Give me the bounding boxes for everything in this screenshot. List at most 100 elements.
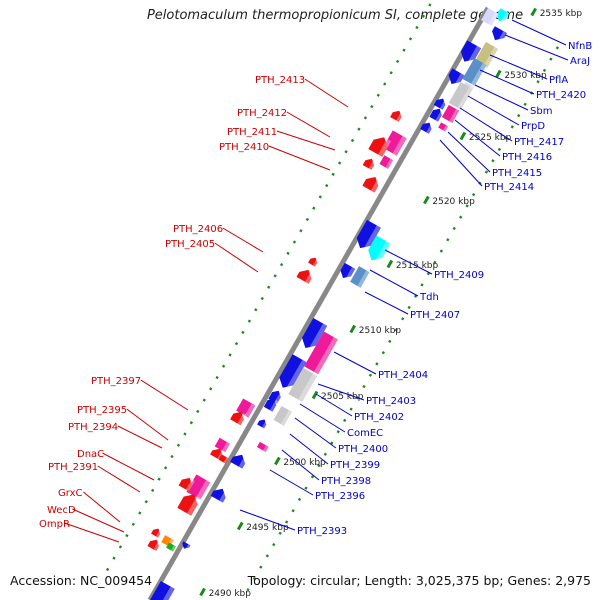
left-dot-track xyxy=(388,339,392,344)
kbp-tick-mark xyxy=(423,195,430,205)
gene-forward-21-shape xyxy=(288,367,318,402)
right-dot-track xyxy=(221,364,226,368)
left-dot-track xyxy=(523,102,527,106)
right-gene-label: PTH_2393 xyxy=(297,526,347,537)
left-gene-label: PTH_2411 xyxy=(227,127,277,138)
gene-reverse-17-highlight xyxy=(170,545,176,552)
gene-reverse-10-shape xyxy=(214,437,231,453)
gene-reverse-14-highlight xyxy=(185,479,195,492)
left-dot-track xyxy=(362,384,366,389)
right-leader-line xyxy=(239,509,296,531)
gene-forward-0 xyxy=(496,8,510,24)
left-gene-label: OmpR xyxy=(39,519,70,530)
right-dot-track xyxy=(395,59,400,64)
gene-forward-5-highlight xyxy=(471,62,487,86)
gene-reverse-4-shape xyxy=(362,158,375,170)
right-leader-line xyxy=(269,469,314,496)
left-dot-track xyxy=(368,373,373,377)
gene-forward-4-shape xyxy=(460,40,482,62)
right-leader-line xyxy=(479,69,535,95)
genome-backbone xyxy=(147,6,491,600)
gene-reverse-18 xyxy=(151,528,162,538)
right-gene-label: NfnB xyxy=(568,41,592,52)
gene-reverse-9-shape xyxy=(230,411,244,426)
gene-forward-24-shape xyxy=(273,405,292,426)
gene-reverse-19 xyxy=(147,539,162,551)
right-gene-label: PTH_2409 xyxy=(434,270,484,281)
gene-reverse-0-highlight xyxy=(396,111,404,122)
gene-reverse-6-highlight xyxy=(312,258,320,267)
left-dot-track xyxy=(252,576,257,581)
right-leader-line xyxy=(384,249,433,275)
gene-reverse-6 xyxy=(308,257,320,267)
kbp-tick-label: 2500 kbp xyxy=(283,458,326,468)
gene-forward-4-highlight xyxy=(467,45,482,66)
gene-reverse-13-shape xyxy=(186,474,211,500)
gene-forward-15 xyxy=(368,235,391,265)
right-dot-track xyxy=(267,285,271,289)
gene-forward-14-shape xyxy=(356,219,381,249)
gene-forward-16 xyxy=(340,262,356,282)
gene-forward-17 xyxy=(350,266,370,288)
right-dot-track xyxy=(183,432,187,436)
right-dot-track xyxy=(260,296,264,301)
gene-reverse-4-highlight xyxy=(368,159,377,170)
left-dot-track xyxy=(265,554,269,558)
left-dot-track xyxy=(336,430,340,434)
right-dot-track xyxy=(196,409,200,414)
gene-forward-1 xyxy=(481,7,499,27)
right-dot-track xyxy=(408,37,413,41)
left-dot-track xyxy=(484,170,489,174)
left-gene-label: GrxC xyxy=(58,488,83,499)
right-dot-track xyxy=(318,195,322,199)
right-leader-line xyxy=(459,107,513,142)
right-leader-line xyxy=(489,54,548,80)
gene-forward-25-highlight xyxy=(262,420,269,429)
gene-reverse-1 xyxy=(382,130,407,156)
left-dot-track xyxy=(259,565,263,569)
gene-reverse-9 xyxy=(230,411,247,426)
left-dot-track xyxy=(278,531,282,535)
right-gene-label: PTH_2420 xyxy=(536,90,586,101)
left-leader-line xyxy=(72,508,125,533)
gene-forward-17-shape xyxy=(350,266,370,288)
right-gene-label: PTH_2404 xyxy=(378,370,428,381)
left-dot-track xyxy=(291,509,295,513)
left-dot-track xyxy=(491,159,495,163)
gene-reverse-5 xyxy=(362,176,382,193)
left-leader-line xyxy=(102,452,155,481)
right-dot-track xyxy=(292,240,297,244)
gene-forward-12-highlight xyxy=(443,125,449,132)
left-dot-track xyxy=(555,46,560,50)
kbp-tick-mark xyxy=(274,456,281,466)
gene-forward-12 xyxy=(438,122,449,132)
gene-forward-3-highlight xyxy=(483,46,499,68)
kbp-tick-label: 2530 kbp xyxy=(504,71,547,81)
left-gene-label: WecD xyxy=(47,505,76,516)
gene-reverse-12-shape xyxy=(218,454,229,464)
gene-reverse-1-highlight xyxy=(392,135,407,156)
gene-forward-13-shape xyxy=(420,122,432,134)
left-leader-line xyxy=(214,242,259,273)
right-dot-track xyxy=(286,251,290,255)
right-dot-track xyxy=(337,161,342,165)
right-leader-line xyxy=(467,95,520,126)
gene-reverse-12-highlight xyxy=(223,457,229,464)
gene-forward-10-shape xyxy=(441,104,460,123)
gene-reverse-3-shape xyxy=(379,155,394,169)
right-dot-track xyxy=(228,353,232,357)
right-leader-line xyxy=(294,417,337,449)
gene-forward-23-highlight xyxy=(269,399,279,412)
map-title: Pelotomaculum thermopropionicum SI, comp… xyxy=(146,8,524,23)
gene-forward-15-shape xyxy=(368,235,391,261)
gene-forward-29-shape xyxy=(182,541,191,549)
left-leader-line xyxy=(83,491,121,523)
right-dot-track xyxy=(138,511,142,515)
gene-forward-11-highlight xyxy=(435,109,445,122)
left-dot-track xyxy=(297,497,302,502)
left-gene-label: DnaC xyxy=(77,449,104,460)
left-dot-track xyxy=(375,362,379,366)
right-gene-label: Sbm xyxy=(530,106,552,117)
right-dot-track xyxy=(254,308,258,312)
right-leader-line xyxy=(504,34,569,61)
